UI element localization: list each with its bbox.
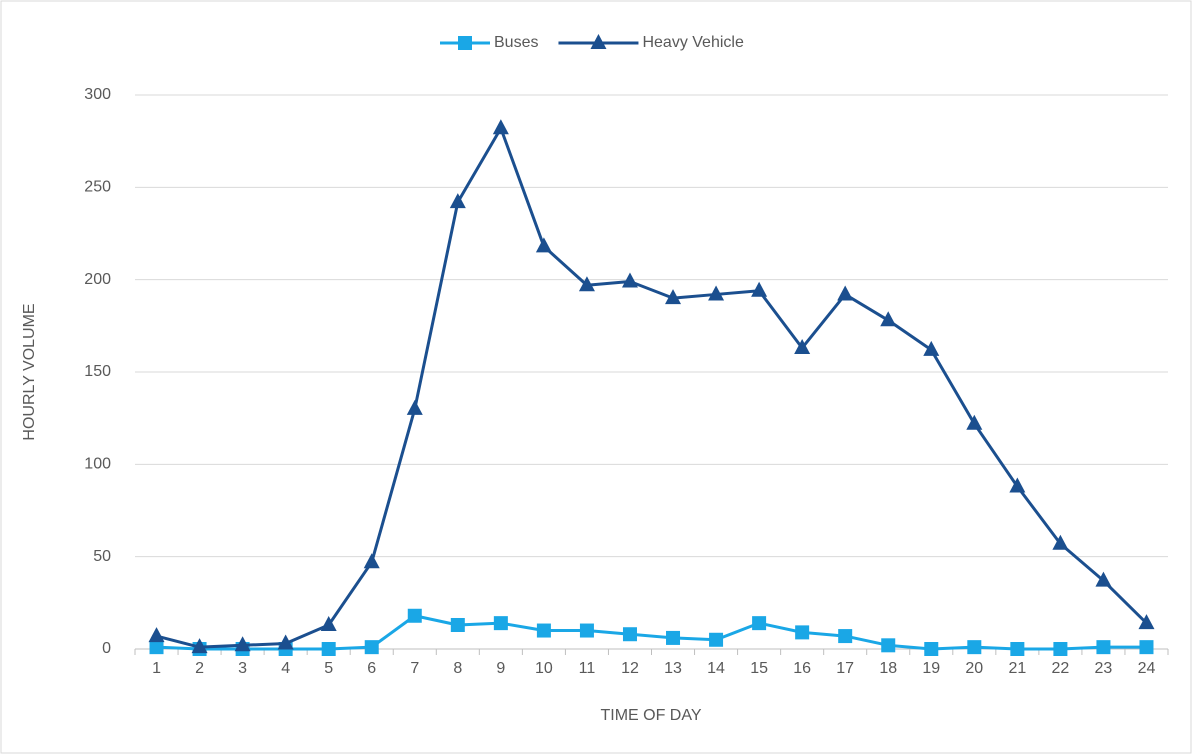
series-line — [156, 614, 1147, 651]
data-point — [492, 119, 509, 135]
y-axis-title: HOURLY VOLUME — [21, 303, 38, 440]
data-point — [967, 640, 982, 655]
data-point — [1138, 614, 1155, 630]
data-point — [794, 338, 811, 354]
data-point — [277, 634, 294, 650]
x-tick-label: 6 — [367, 660, 376, 677]
data-point — [493, 616, 508, 631]
data-point — [1009, 477, 1026, 493]
data-point — [148, 627, 165, 643]
x-tick-label: 1 — [152, 660, 161, 677]
data-point — [881, 638, 896, 653]
data-point — [966, 414, 983, 430]
data-point — [536, 623, 551, 638]
data-point — [666, 630, 681, 645]
data-point — [924, 642, 939, 656]
x-tick-label: 3 — [238, 660, 247, 677]
data-point — [535, 237, 552, 253]
data-point — [406, 399, 423, 415]
series-line — [156, 126, 1148, 649]
x-tick-label: 8 — [453, 660, 462, 677]
data-point — [1095, 571, 1112, 587]
x-tick-label: 15 — [750, 660, 768, 677]
data-point — [364, 640, 379, 655]
data-point — [363, 553, 380, 569]
data-point — [191, 638, 208, 654]
data-point — [709, 632, 724, 647]
x-tick-label: 20 — [965, 660, 983, 677]
x-tick-label: 19 — [922, 660, 940, 677]
data-point — [450, 617, 465, 632]
data-point — [407, 608, 422, 623]
x-tick-label: 5 — [324, 660, 333, 677]
x-tick-label: 7 — [410, 660, 419, 677]
data-point — [838, 629, 853, 644]
data-point — [578, 276, 595, 292]
y-tick-label: 100 — [84, 456, 111, 473]
data-point — [234, 636, 251, 652]
x-tick-label: 24 — [1138, 660, 1156, 677]
data-point — [449, 193, 466, 209]
data-point — [880, 311, 897, 327]
x-tick-label: 2 — [195, 660, 204, 677]
data-point — [751, 281, 768, 297]
x-tick-label: 14 — [707, 660, 725, 677]
x-tick-label: 17 — [836, 660, 854, 677]
data-point — [1139, 640, 1154, 655]
x-tick-label: 18 — [879, 660, 897, 677]
legend-label: Heavy Vehicle — [642, 34, 743, 51]
x-tick-label: 16 — [793, 660, 811, 677]
y-tick-label: 200 — [84, 271, 111, 288]
data-point — [795, 625, 810, 640]
data-point — [1052, 534, 1069, 550]
data-point — [579, 623, 594, 638]
data-point — [621, 272, 638, 288]
x-axis-title: TIME OF DAY — [600, 707, 701, 724]
y-tick-label: 300 — [84, 86, 111, 103]
data-point — [708, 285, 725, 301]
data-point — [837, 285, 854, 301]
data-point — [321, 642, 336, 656]
data-point — [752, 616, 767, 631]
x-tick-label: 22 — [1051, 660, 1069, 677]
y-tick-label: 250 — [84, 179, 111, 196]
data-point — [1053, 642, 1068, 656]
data-point — [149, 640, 164, 655]
x-tick-label: 10 — [535, 660, 553, 677]
legend-label: Buses — [494, 34, 538, 51]
y-tick-label: 150 — [84, 363, 111, 380]
data-point — [665, 289, 682, 305]
data-point — [622, 627, 637, 642]
data-point — [923, 340, 940, 356]
y-tick-label: 50 — [93, 548, 111, 565]
x-tick-label: 4 — [281, 660, 290, 677]
data-point — [1096, 640, 1111, 655]
x-tick-label: 13 — [664, 660, 682, 677]
x-tick-label: 11 — [579, 660, 596, 677]
data-point — [1010, 642, 1025, 656]
data-point — [320, 615, 337, 631]
x-tick-label: 12 — [621, 660, 639, 677]
x-tick-label: 23 — [1095, 660, 1113, 677]
y-tick-label: 0 — [102, 640, 111, 657]
legend-marker — [458, 36, 472, 50]
x-tick-label: 9 — [496, 660, 505, 677]
legend-marker — [590, 34, 607, 49]
x-tick-label: 21 — [1008, 660, 1026, 677]
